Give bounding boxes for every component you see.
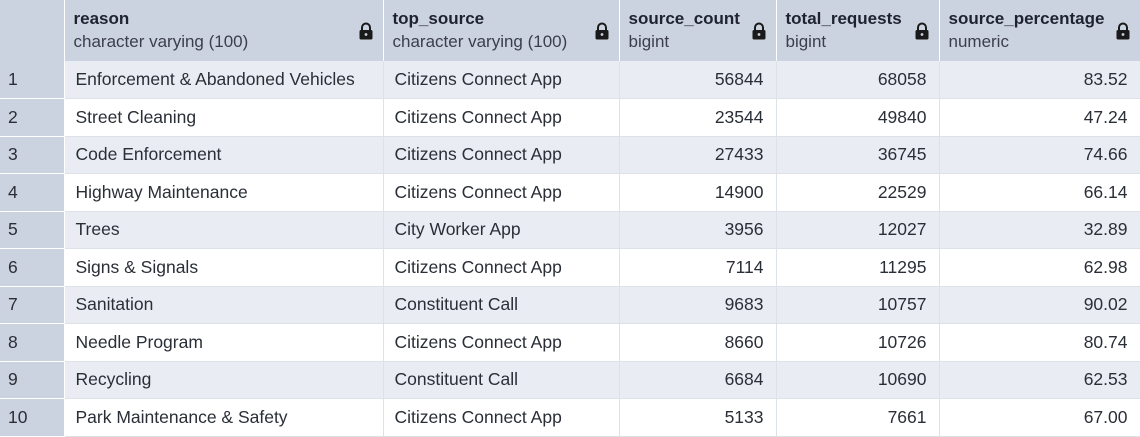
table-row[interactable]: 3 Code Enforcement Citizens Connect App … (0, 136, 1140, 174)
cell-source-count[interactable]: 6684 (619, 361, 777, 399)
cell-reason[interactable]: Sanitation (64, 286, 384, 324)
lock-icon (359, 22, 372, 40)
cell-top-source[interactable]: Citizens Connect App (383, 98, 620, 137)
cell-top-source[interactable]: Citizens Connect App (383, 323, 620, 362)
row-number[interactable]: 6 (0, 248, 65, 287)
column-type: bigint (628, 31, 670, 51)
column-header-top-source[interactable]: top_source character varying (100) (383, 0, 620, 61)
cell-source-percentage[interactable]: 80.74 (939, 323, 1140, 362)
cell-reason[interactable]: Code Enforcement (64, 136, 384, 174)
cell-source-percentage[interactable]: 66.14 (939, 173, 1140, 212)
lock-icon (915, 22, 928, 40)
column-name: total_requests (785, 8, 902, 28)
lock-icon (595, 22, 608, 40)
cell-top-source[interactable]: Citizens Connect App (383, 136, 620, 174)
cell-reason[interactable]: Park Maintenance & Safety (64, 398, 384, 437)
table-row[interactable]: 9 Recycling Constituent Call 6684 10690 … (0, 361, 1140, 399)
cell-top-source[interactable]: Constituent Call (383, 361, 620, 399)
cell-source-count[interactable]: 3956 (619, 211, 777, 249)
cell-top-source[interactable]: Citizens Connect App (383, 398, 620, 437)
cell-total-requests[interactable]: 10726 (776, 323, 940, 362)
cell-source-count[interactable]: 27433 (619, 136, 777, 174)
column-name: source_count (628, 8, 740, 28)
table-row[interactable]: 8 Needle Program Citizens Connect App 86… (0, 323, 1140, 362)
table-row[interactable]: 7 Sanitation Constituent Call 9683 10757… (0, 286, 1140, 324)
cell-source-count[interactable]: 9683 (619, 286, 777, 324)
column-header-source-count[interactable]: source_count bigint (619, 0, 777, 61)
column-name: source_percentage (948, 8, 1105, 28)
cell-source-count[interactable]: 23544 (619, 98, 777, 137)
table-row[interactable]: 2 Street Cleaning Citizens Connect App 2… (0, 98, 1140, 137)
column-type: bigint (785, 31, 827, 51)
cell-total-requests[interactable]: 22529 (776, 173, 940, 212)
row-number[interactable]: 5 (0, 211, 65, 249)
cell-total-requests[interactable]: 68058 (776, 61, 940, 99)
cell-top-source[interactable]: Citizens Connect App (383, 248, 620, 287)
cell-source-percentage[interactable]: 67.00 (939, 398, 1140, 437)
cell-total-requests[interactable]: 11295 (776, 248, 940, 287)
cell-reason[interactable]: Street Cleaning (64, 98, 384, 137)
row-number[interactable]: 2 (0, 98, 65, 137)
cell-total-requests[interactable]: 10690 (776, 361, 940, 399)
cell-reason[interactable]: Signs & Signals (64, 248, 384, 287)
table-row[interactable]: 1 Enforcement & Abandoned Vehicles Citiz… (0, 61, 1140, 99)
cell-source-percentage[interactable]: 62.98 (939, 248, 1140, 287)
row-number[interactable]: 4 (0, 173, 65, 212)
column-header-reason[interactable]: reason character varying (100) (64, 0, 384, 61)
cell-total-requests[interactable]: 10757 (776, 286, 940, 324)
cell-reason[interactable]: Recycling (64, 361, 384, 399)
cell-reason[interactable]: Needle Program (64, 323, 384, 362)
table-row[interactable]: 10 Park Maintenance & Safety Citizens Co… (0, 398, 1140, 437)
row-number[interactable]: 1 (0, 61, 65, 99)
row-number[interactable]: 7 (0, 286, 65, 324)
cell-total-requests[interactable]: 36745 (776, 136, 940, 174)
cell-source-count[interactable]: 5133 (619, 398, 777, 437)
row-number[interactable]: 8 (0, 323, 65, 362)
table-row[interactable]: 5 Trees City Worker App 3956 12027 32.89 (0, 211, 1140, 249)
cell-source-percentage[interactable]: 90.02 (939, 286, 1140, 324)
column-type: character varying (100) (73, 31, 249, 51)
cell-reason[interactable]: Highway Maintenance (64, 173, 384, 212)
table-row[interactable]: 4 Highway Maintenance Citizens Connect A… (0, 173, 1140, 212)
cell-total-requests[interactable]: 7661 (776, 398, 940, 437)
cell-source-percentage[interactable]: 32.89 (939, 211, 1140, 249)
cell-source-count[interactable]: 56844 (619, 61, 777, 99)
header-row: reason character varying (100) top_sourc… (0, 0, 1140, 61)
lock-icon (1116, 22, 1129, 40)
cell-source-count[interactable]: 14900 (619, 173, 777, 212)
column-header-source-percentage[interactable]: source_percentage numeric (939, 0, 1140, 61)
cell-total-requests[interactable]: 12027 (776, 211, 940, 249)
column-name: reason (73, 8, 130, 28)
cell-source-percentage[interactable]: 47.24 (939, 98, 1140, 137)
cell-source-percentage[interactable]: 83.52 (939, 61, 1140, 99)
cell-top-source[interactable]: Citizens Connect App (383, 61, 620, 99)
row-number[interactable]: 3 (0, 136, 65, 174)
row-number-header[interactable] (0, 0, 65, 61)
lock-icon (752, 22, 765, 40)
column-type: numeric (948, 31, 1009, 51)
cell-top-source[interactable]: City Worker App (383, 211, 620, 249)
cell-total-requests[interactable]: 49840 (776, 98, 940, 137)
row-number[interactable]: 9 (0, 361, 65, 399)
cell-source-percentage[interactable]: 62.53 (939, 361, 1140, 399)
column-name: top_source (392, 8, 485, 28)
row-number[interactable]: 10 (0, 398, 65, 437)
cell-reason[interactable]: Trees (64, 211, 384, 249)
cell-source-count[interactable]: 8660 (619, 323, 777, 362)
table-row[interactable]: 6 Signs & Signals Citizens Connect App 7… (0, 248, 1140, 287)
cell-top-source[interactable]: Constituent Call (383, 286, 620, 324)
cell-source-percentage[interactable]: 74.66 (939, 136, 1140, 174)
cell-reason[interactable]: Enforcement & Abandoned Vehicles (64, 61, 384, 99)
cell-source-count[interactable]: 7114 (619, 248, 777, 287)
column-header-total-requests[interactable]: total_requests bigint (776, 0, 940, 61)
cell-top-source[interactable]: Citizens Connect App (383, 173, 620, 212)
column-type: character varying (100) (392, 31, 568, 51)
